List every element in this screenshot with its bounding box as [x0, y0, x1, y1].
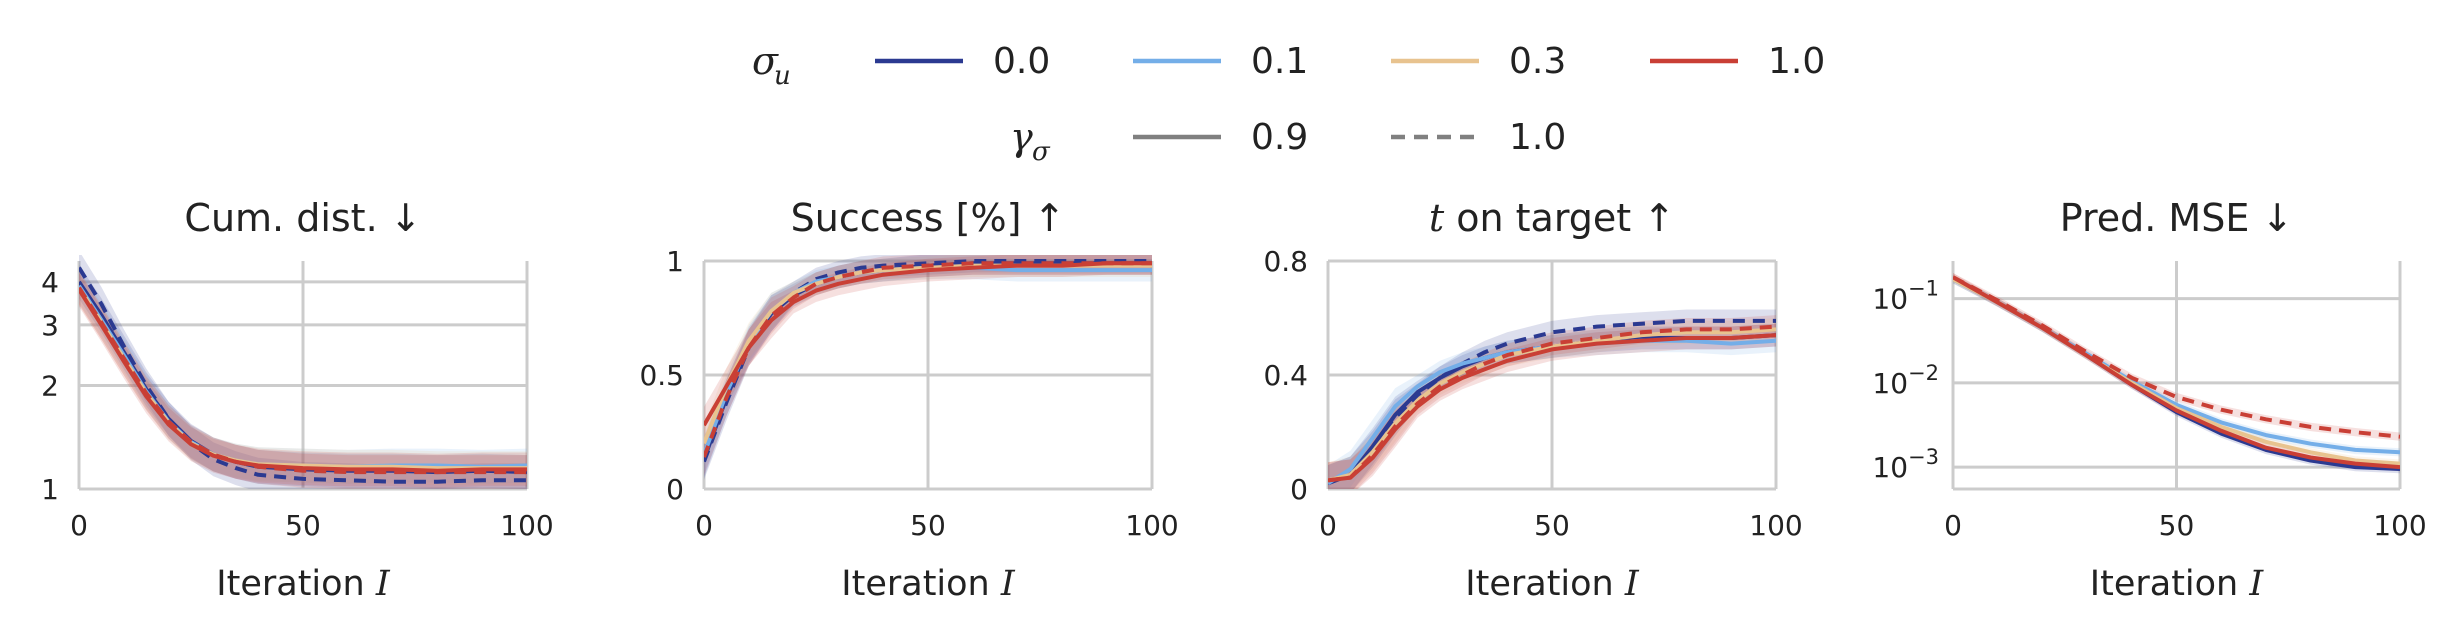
- y-tick-label: 0.8: [1263, 245, 1308, 278]
- x-tick-label: 100: [500, 509, 553, 542]
- panel-title: Cum. dist. ↓: [184, 196, 421, 240]
- legend-sigma-label-3: 1.0: [1768, 41, 1825, 82]
- panel-3: 0 50 100 10−3 10−2 10−1 Pred. MSE ↓ Iteration I: [1872, 196, 2426, 604]
- panel-title: t on target ↑: [1429, 196, 1675, 240]
- series-band-2: [79, 268, 527, 484]
- plot-area: [704, 255, 1152, 480]
- series-line-4: [1953, 275, 2400, 439]
- series-band-3: [704, 255, 1152, 462]
- x-tick-label: 0: [70, 509, 88, 542]
- plot-area: [79, 255, 527, 489]
- series-line-5: [1328, 324, 1776, 483]
- legend-gamma-label-1: 1.0: [1509, 117, 1566, 158]
- series-band-1: [79, 255, 527, 489]
- series-band-4: [704, 255, 1152, 444]
- y-tick-label: 0.5: [639, 359, 684, 392]
- y-tick-label: 10−1: [1872, 277, 1939, 316]
- legend-sigma-subscript: u: [774, 61, 791, 91]
- series-band-5: [79, 270, 527, 489]
- series-band-4: [79, 272, 527, 488]
- x-tick-label: 100: [2373, 509, 2426, 542]
- y-tick-label: 3: [41, 309, 59, 342]
- y-tick-label: 1: [41, 473, 59, 506]
- series-band-2: [704, 256, 1152, 473]
- x-axis-label: Iteration I: [216, 564, 391, 604]
- series-line-5: [704, 261, 1152, 458]
- x-tick-label: 100: [1125, 509, 1178, 542]
- series-band-2: [1328, 329, 1776, 489]
- legend-sigma-label-1: 0.1: [1251, 41, 1308, 82]
- panel-title: Success [%] ↑: [791, 196, 1066, 240]
- y-tick-label: 10−3: [1872, 445, 1939, 484]
- plot-area: [1953, 273, 2400, 474]
- y-tick-label: 1: [666, 245, 684, 278]
- x-tick-label: 50: [285, 509, 321, 542]
- y-tick-label: 0.4: [1263, 359, 1308, 392]
- x-axis-label: Iteration I: [2090, 564, 2265, 604]
- series-band-0: [79, 264, 527, 489]
- panel-2: 0 50 100 0 0.4 0.8 t on target ↑ Iteration I: [1263, 196, 1802, 604]
- x-tick-label: 0: [695, 509, 713, 542]
- plot-area: [1328, 309, 1776, 489]
- x-tick-label: 50: [910, 509, 946, 542]
- y-tick-label: 2: [41, 369, 59, 402]
- y-tick-label: 0: [1290, 473, 1308, 506]
- x-axis-label: Iteration I: [841, 564, 1016, 604]
- panel-title: Pred. MSE ↓: [2060, 196, 2294, 240]
- legend-gamma-label-0: 0.9: [1251, 117, 1308, 158]
- x-tick-label: 50: [1534, 509, 1570, 542]
- y-tick-label: 0: [666, 473, 684, 506]
- series-line-1: [1328, 318, 1776, 486]
- series-line-1: [79, 266, 527, 484]
- legend: σ u γ σ 0.0 0.1 0.3 1.0 0.9 1.0: [752, 39, 1825, 167]
- legend-sigma-label-0: 0.0: [993, 41, 1050, 82]
- legend-gamma-subscript: σ: [1032, 137, 1051, 167]
- x-tick-label: 0: [1319, 509, 1337, 542]
- x-tick-label: 100: [1749, 509, 1802, 542]
- series-band-3: [79, 270, 527, 486]
- panel-0: 0 50 100 1 2 3 4 Cum. dist. ↓ Iteration I: [41, 196, 554, 604]
- x-tick-label: 50: [2159, 509, 2195, 542]
- x-axis-label: Iteration I: [1465, 564, 1640, 604]
- legend-gamma-symbol: γ: [1010, 115, 1033, 159]
- y-tick-label: 4: [41, 266, 59, 299]
- legend-sigma-symbol: σ: [752, 39, 779, 83]
- panel-1: 0 50 100 0 0.5 1 Success [%] ↑ Iteration I: [639, 196, 1178, 604]
- legend-sigma-label-2: 0.3: [1509, 41, 1566, 82]
- series-line-5: [79, 286, 527, 475]
- series-band-0: [1328, 323, 1776, 489]
- series-line-1: [704, 259, 1152, 463]
- y-tick-label: 10−2: [1872, 361, 1939, 400]
- x-tick-label: 0: [1944, 509, 1962, 542]
